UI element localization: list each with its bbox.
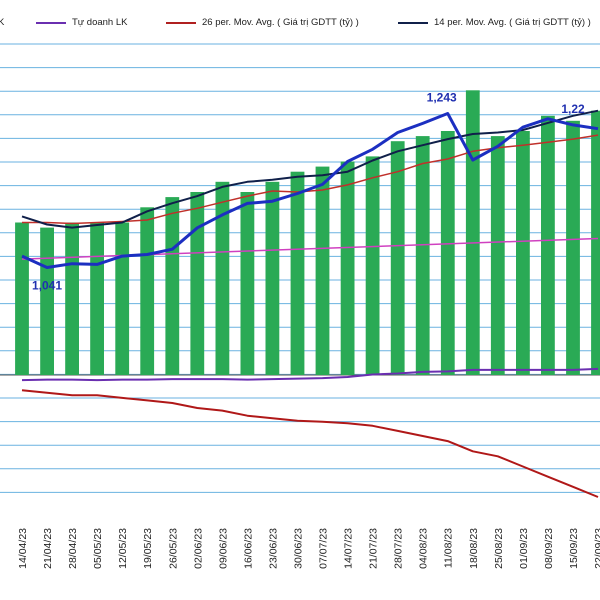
x-tick-label-19: 25/08/23 (493, 528, 505, 569)
bar-16 (415, 136, 430, 375)
x-tick-label-11: 30/06/23 (293, 528, 305, 569)
bar-2 (65, 222, 79, 375)
x-tick-label-2: 28/04/23 (67, 528, 79, 569)
bar-4 (115, 222, 130, 375)
legend-swatch-ma14 (398, 21, 428, 24)
annotation-2: 1,22 (561, 102, 585, 116)
bar-3 (90, 222, 104, 375)
bar-8 (215, 181, 230, 375)
x-tick-label-10: 23/06/23 (267, 528, 279, 569)
x-tick-label-13: 14/07/23 (343, 528, 355, 569)
bar-13 (340, 161, 355, 375)
x-tick-label-17: 11/08/23 (443, 528, 455, 568)
data-labels: 1,041 1,243 1,22 (32, 91, 585, 293)
legend-swatch-tudoanh (36, 21, 66, 24)
bar-5 (140, 207, 155, 376)
bar-23 (591, 110, 600, 375)
line-series (21, 109, 599, 498)
bar-series (15, 90, 600, 376)
line-ma26 (22, 134, 599, 225)
bar-15 (390, 141, 405, 375)
x-tick-label-21: 08/09/23 (543, 528, 555, 569)
bar-6 (165, 197, 180, 375)
line-ma14 (21, 109, 599, 229)
x-tick-label-1: 21/04/23 (42, 528, 54, 569)
legend: K Tự doanh LK 26 per. Mov. Avg. ( Giá tr… (0, 0, 600, 40)
x-tick-label-6: 26/05/23 (167, 528, 179, 569)
legend-item-ma14: 14 per. Mov. Avg. ( Giá trị GDTT (tỷ) ) (398, 17, 591, 28)
bar-12 (315, 166, 330, 375)
bar-14 (365, 156, 380, 375)
legend-label-index: K (0, 17, 5, 28)
legend-label-ma14: 14 per. Mov. Avg. ( Giá trị GDTT (tỷ) ) (434, 17, 591, 28)
bar-20 (516, 131, 530, 375)
trend-line (21, 237, 599, 260)
bar-19 (490, 136, 505, 375)
bar-10 (265, 181, 280, 375)
x-tick-label-16: 04/08/23 (418, 528, 430, 569)
legend-item-tudoanh: Tự doanh LK (36, 17, 127, 28)
bar-17 (440, 131, 455, 375)
bar-18 (465, 90, 480, 376)
x-tick-label-4: 12/05/23 (117, 528, 129, 569)
x-tick-label-12: 07/07/23 (318, 528, 330, 569)
legend-label-ma26: 26 per. Mov. Avg. ( Giá trị GDTT (tỷ) ) (202, 17, 359, 28)
bar-9 (240, 192, 255, 375)
bar-22 (566, 120, 580, 375)
legend-item-ma26: 26 per. Mov. Avg. ( Giá trị GDTT (tỷ) ) (166, 17, 359, 28)
x-tick-label-23: 22/09/23 (593, 528, 600, 569)
x-tick-label-5: 19/05/23 (142, 528, 154, 569)
x-tick-label-3: 05/05/23 (92, 528, 104, 569)
x-tick-label-8: 09/06/23 (217, 528, 229, 569)
legend-swatch-ma26 (166, 21, 196, 24)
bar-11 (290, 171, 305, 375)
annotation-1: 1,243 (427, 91, 457, 105)
legend-label-tudoanh: Tự doanh LK (72, 17, 128, 28)
bar-21 (541, 115, 555, 376)
bar-0 (15, 222, 29, 375)
x-tick-label-22: 15/09/23 (568, 528, 580, 569)
x-tick-label-20: 01/09/23 (518, 528, 530, 569)
x-tick-label-7: 02/06/23 (192, 528, 204, 569)
legend-item-index: K (0, 17, 4, 28)
x-tick-label-18: 18/08/23 (468, 528, 480, 569)
x-axis: 14/04/23 21/04/23 28/04/23 05/05/23 12/05/23… (17, 528, 600, 569)
x-tick-label-15: 28/07/23 (393, 528, 405, 569)
line-index (21, 112, 599, 269)
annotation-0: 1,041 (32, 279, 62, 293)
line-tu-doanh-lk (21, 367, 599, 382)
x-tick-label-0: 14/04/23 (17, 528, 29, 569)
x-tick-label-9: 16/06/23 (242, 528, 254, 569)
bar-7 (190, 192, 205, 375)
bar-1 (40, 227, 54, 375)
line-red-series (21, 389, 599, 498)
x-tick-label-14: 21/07/23 (368, 528, 380, 569)
